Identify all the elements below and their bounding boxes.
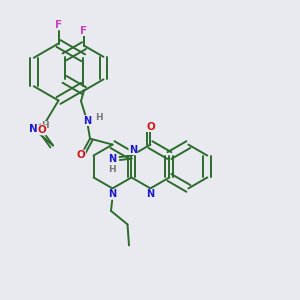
- Text: N: N: [108, 154, 116, 164]
- Text: F: F: [80, 26, 88, 36]
- Text: N: N: [108, 189, 117, 200]
- Text: N: N: [29, 124, 38, 134]
- Text: H: H: [95, 113, 103, 122]
- Text: N: N: [129, 145, 137, 154]
- Text: O: O: [146, 122, 155, 132]
- Text: H: H: [41, 122, 49, 130]
- Text: H: H: [108, 164, 116, 173]
- Text: N: N: [146, 189, 154, 200]
- Text: N: N: [83, 116, 91, 126]
- Text: F: F: [55, 20, 62, 30]
- Text: O: O: [76, 150, 85, 160]
- Text: O: O: [37, 125, 46, 135]
